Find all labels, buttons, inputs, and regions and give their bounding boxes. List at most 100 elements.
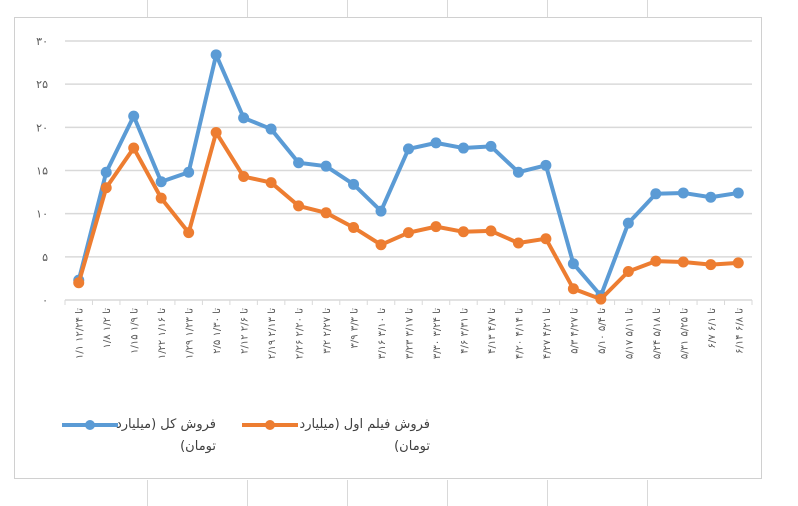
data-point-marker[interactable] [100,166,112,178]
data-point-marker[interactable] [567,283,579,295]
data-point-marker[interactable] [183,166,195,178]
data-point-marker[interactable] [732,187,744,199]
data-point-marker[interactable] [348,221,360,233]
data-point-marker[interactable] [540,233,552,245]
x-tick-label: ۳/۲۳ تا ۳/۱۷ [405,308,416,359]
data-point-marker[interactable] [265,123,277,135]
data-point-marker[interactable] [128,110,140,122]
x-tick-label: ۳/۳۰ تا ۳/۲۴ [432,308,443,359]
data-point-marker[interactable] [540,159,552,171]
legend-label-first-film-line1: فروش فیلم اول (میلیارد [299,417,430,432]
data-point-marker[interactable] [375,205,387,217]
data-point-marker[interactable] [210,49,222,61]
sheet-gridline [447,0,448,17]
data-point-marker[interactable] [320,207,332,219]
data-point-marker[interactable] [238,112,250,124]
x-tick-label: ۳/۹ تا ۳/۳ [350,308,361,349]
x-tick-label: ۴/۲۷ تا ۴/۲۱ [542,308,553,359]
data-point-marker[interactable] [677,187,689,199]
x-tick-label: ۲/۵ تا ۱/۳۰ [212,308,223,354]
data-point-marker[interactable] [622,266,634,278]
x-tick-label: ۱/۱ تا ۱۲/۲۴ [75,308,86,359]
sheet-gridline [147,480,148,506]
x-tick-label: ۶/۷ تا ۶/۱ [707,308,718,349]
data-point-marker[interactable] [705,191,717,203]
data-point-marker[interactable] [293,200,305,212]
data-point-marker[interactable] [485,140,497,152]
data-point-marker[interactable] [265,177,277,189]
data-point-marker[interactable] [457,226,469,238]
x-tick-label: ۱/۲۹ تا ۱/۲۳ [185,308,196,359]
data-point-marker[interactable] [238,171,250,183]
data-point-marker[interactable] [403,227,414,239]
data-point-marker[interactable] [293,157,305,169]
x-tick-label: ۱/۱۵ تا ۱/۹ [130,308,141,354]
x-tick-label: ۵/۳۱ تا ۵/۲۵ [679,308,690,359]
legend-label-total-line1: فروش کل (میلیارد [115,417,216,432]
legend-swatch-orange-icon [242,420,298,430]
x-tick-label: ۲/۲۶ تا ۲/۲۰ [295,308,306,359]
x-tick-label: ۲/۱۹ تا ۲/۱۳ [267,308,278,359]
sheet-gridline [547,480,548,506]
x-tick-label: ۵/۱۷ تا ۵/۱۱ [624,308,635,359]
data-point-marker[interactable] [375,239,387,251]
sheet-gridline [547,0,548,17]
data-point-marker[interactable] [403,143,414,155]
data-point-marker[interactable] [183,227,195,239]
data-point-marker[interactable] [595,293,607,305]
x-tick-label: ۶/۱۴ تا ۶/۸ [734,308,745,354]
data-point-marker[interactable] [732,257,744,269]
data-series [73,49,744,305]
data-point-marker[interactable] [155,176,167,188]
data-point-marker[interactable] [512,166,524,178]
data-point-marker[interactable] [73,277,85,289]
legend-label-first-film-line2: تومان) [394,439,430,454]
x-tick-label: ۵/۱۰ تا ۵/۴ [597,308,608,354]
legend-label-total-line2: تومان) [180,439,216,454]
data-point-marker[interactable] [128,142,140,154]
y-tick-label: ۱۰ [36,208,48,221]
x-tick-label: ۴/۶ تا ۳/۳۱ [459,308,470,354]
sheet-gridline [647,480,648,506]
series-first-film-sales [73,127,744,305]
data-point-marker[interactable] [430,137,442,149]
x-tick-label: ۳/۲ تا ۲/۲۷ [322,308,333,354]
x-tick-label: ۱/۸ تا ۱/۲ [102,308,113,349]
sheet-gridline [347,480,348,506]
sheet-gridline [147,0,148,17]
x-axis [64,299,753,305]
data-point-marker[interactable] [430,221,442,233]
data-point-marker[interactable] [650,188,662,200]
sheet-gridline [247,0,248,17]
sheet-gridline [647,0,648,17]
sheet-gridline [347,0,348,17]
chart-frame[interactable] [14,17,762,479]
data-point-marker[interactable] [650,255,662,267]
data-point-marker[interactable] [705,259,717,271]
legend-swatch-blue-icon [62,420,118,430]
data-point-marker[interactable] [320,160,332,172]
data-point-marker[interactable] [348,178,360,190]
y-tick-label: ۲۵ [36,78,48,91]
x-tick-label: ۲/۱۲ تا ۲/۶ [240,308,251,354]
x-tick-label: ۵/۲۴ تا ۵/۱۸ [652,308,663,359]
data-point-marker[interactable] [512,237,524,249]
data-point-marker[interactable] [457,142,469,154]
data-point-marker[interactable] [485,225,497,237]
y-tick-label: ۰ [42,294,48,307]
legend-item-first-film-sales[interactable]: فروش فیلم اول (میلیارد تومان) [240,414,432,458]
data-point-marker[interactable] [677,256,689,268]
sheet-gridline [447,480,448,506]
data-point-marker[interactable] [567,258,579,270]
data-point-marker[interactable] [210,127,222,139]
data-point-marker[interactable] [100,182,112,194]
y-tick-label: ۳۰ [36,35,48,48]
data-point-marker[interactable] [155,192,167,204]
data-point-marker[interactable] [622,217,634,229]
x-tick-label: ۵/۳ تا ۴/۲۷ [569,308,580,354]
legend-item-total-sales[interactable]: فروش کل (میلیارد تومان) [60,414,220,458]
x-tick-label: ۱/۲۲ تا ۱/۱۶ [157,308,168,359]
x-tick-label: ۳/۱۶ تا ۳/۱۰ [377,308,388,359]
x-tick-label: ۴/۱۳ تا ۴/۷ [487,308,498,354]
